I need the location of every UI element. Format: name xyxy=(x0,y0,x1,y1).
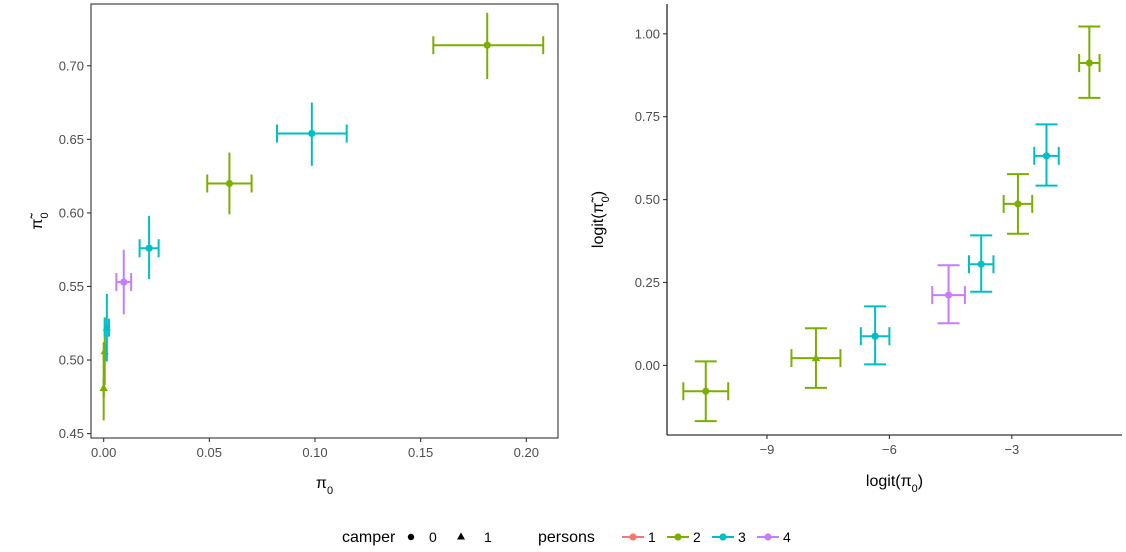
left-y-tick-label: 0.45 xyxy=(59,426,84,441)
left-point-group xyxy=(206,152,253,215)
left-point-circle xyxy=(308,129,316,138)
right-point-circle xyxy=(702,387,710,395)
left-point-group xyxy=(102,293,112,362)
right-y-tick-label: 1.00 xyxy=(635,26,660,41)
legend-persons-key-dot xyxy=(719,533,727,541)
left-x-ticks: 0.00 0.05 0.10 0.15 0.20 xyxy=(91,438,539,460)
left-point-group xyxy=(115,249,133,315)
right-point-group xyxy=(1033,123,1060,187)
left-x-tick-label: 0.15 xyxy=(408,445,433,460)
left-point-circle xyxy=(145,244,153,252)
left-point-triangle xyxy=(102,323,112,331)
left-point-group xyxy=(275,102,348,166)
left-x-tick-label: 0.20 xyxy=(514,445,539,460)
right-x-tick-label: −3 xyxy=(1004,442,1019,457)
left-y-ticks: 0.45 0.50 0.55 0.60 0.65 0.70 xyxy=(59,58,91,441)
left-point-group xyxy=(432,12,545,80)
legend-camper-0-circle xyxy=(407,533,415,541)
legend-camper-0-label: 0 xyxy=(429,529,437,545)
legend-persons-label: 3 xyxy=(738,529,746,545)
right-x-tick-label: −9 xyxy=(760,442,775,457)
legend-persons-keys: 1 2 3 4 xyxy=(622,529,791,545)
left-x-axis-title: π0 xyxy=(316,475,333,497)
right-axis-lines xyxy=(666,4,1122,436)
legend-persons-key-dot xyxy=(674,533,682,541)
right-point-circle xyxy=(977,260,985,268)
left-y-tick-label: 0.70 xyxy=(59,58,84,73)
left-y-tick-label: 0.65 xyxy=(59,132,84,147)
legend-persons-label: 1 xyxy=(648,529,656,545)
right-point-circle xyxy=(1014,200,1022,208)
legend-persons-label: 4 xyxy=(783,529,791,545)
left-x-tick-label: 0.00 xyxy=(91,445,116,460)
left-point-circle xyxy=(483,41,491,49)
legend-persons-key-dot xyxy=(764,533,772,541)
left-point-circle xyxy=(120,278,128,286)
right-point-group xyxy=(682,360,730,423)
legend: camper 0 1 persons 1 2 3 4 xyxy=(342,529,791,546)
left-y-tick-label: 0.55 xyxy=(59,279,84,294)
right-y-tick-label: 0.25 xyxy=(635,275,660,290)
right-point-group xyxy=(1002,173,1034,235)
left-point-group xyxy=(138,215,160,280)
right-marks xyxy=(682,25,1101,423)
left-point-triangle xyxy=(99,383,108,391)
left-y-axis-title: π̃0 xyxy=(29,212,51,229)
left-y-tick-label: 0.60 xyxy=(59,205,84,220)
legend-camper-1-label: 1 xyxy=(484,529,492,545)
right-y-tick-label: 0.50 xyxy=(635,192,660,207)
right-point-circle xyxy=(1042,152,1051,160)
right-x-tick-label: −6 xyxy=(882,442,897,457)
right-y-ticks: 0.00 0.25 0.50 0.75 1.00 xyxy=(635,26,667,373)
left-panel: 0.00 0.05 0.10 0.15 0.20 0.45 0.50 0.55 0.60 0.6… xyxy=(29,3,559,497)
right-point-circle xyxy=(1085,59,1093,67)
legend-camper-1-triangle xyxy=(457,532,465,540)
right-point-group xyxy=(931,264,966,325)
legend-persons-title: persons xyxy=(538,529,595,546)
right-point-triangle xyxy=(811,353,821,362)
right-point-group xyxy=(1078,25,1101,99)
right-x-axis-title: logit(π0) xyxy=(866,473,923,495)
right-point-group xyxy=(967,234,995,293)
left-x-tick-label: 0.10 xyxy=(302,445,327,460)
left-y-tick-label: 0.50 xyxy=(59,353,84,368)
left-panel-border xyxy=(90,3,559,439)
left-x-tick-label: 0.05 xyxy=(197,445,222,460)
right-point-group xyxy=(859,305,891,366)
left-point-circle xyxy=(225,179,234,188)
left-point-group xyxy=(99,354,108,421)
right-point-group xyxy=(790,327,842,389)
legend-persons-key-dot xyxy=(629,533,637,541)
right-y-tick-label: 0.00 xyxy=(635,358,660,373)
right-y-axis-title: logit(π̃0) xyxy=(590,191,612,248)
right-y-tick-label: 0.75 xyxy=(635,109,660,124)
legend-camper-title: camper xyxy=(342,529,396,546)
right-point-circle xyxy=(944,291,953,299)
right-x-ticks: −9 −6 −3 xyxy=(760,435,1019,457)
left-marks xyxy=(99,12,545,421)
legend-persons-label: 2 xyxy=(693,529,701,545)
right-panel: −9 −6 −3 0.00 0.25 0.50 0.75 1.00 logit(π0) lo… xyxy=(590,4,1122,495)
right-point-circle xyxy=(871,332,879,340)
